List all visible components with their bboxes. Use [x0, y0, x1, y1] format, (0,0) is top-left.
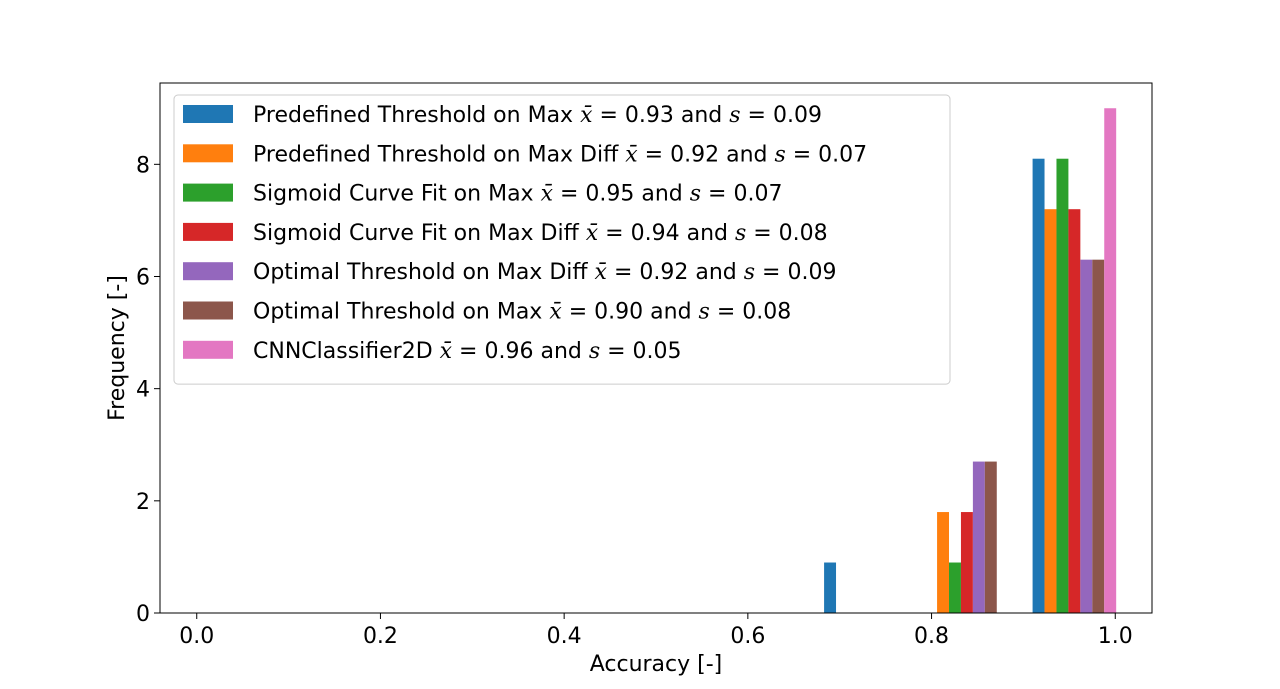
- bar-series-4-2: [1068, 209, 1081, 613]
- x-tick-label: 0.8: [914, 624, 949, 649]
- bar-series-4-1: [960, 512, 973, 613]
- x-axis-ticks: 0.0 0.2 0.4 0.6 0.8 1.0: [179, 613, 1133, 649]
- legend-entry-3: Sigmoid Curve Fit on Max x̄ = 0.95 and s…: [253, 182, 782, 207]
- legend-entry-7: CNNClassifier2D x̄ = 0.96 and s = 0.05: [253, 339, 682, 364]
- bar-series-2-1: [937, 512, 950, 613]
- x-tick-label: 0.0: [179, 624, 214, 649]
- legend-entry-4: Sigmoid Curve Fit on Max Diff x̄ = 0.94 …: [253, 221, 828, 246]
- bar-series-3-1: [949, 562, 961, 613]
- legend-swatch-1: [183, 105, 233, 123]
- bar-series-1-1: [824, 562, 837, 613]
- legend: Predefined Threshold on Max x̄ = 0.93 an…: [173, 94, 951, 385]
- y-axis-ticks: 0 2 4 6 8: [136, 153, 160, 627]
- legend-swatch-7: [183, 340, 233, 359]
- bar-series-5-2: [1080, 259, 1093, 613]
- y-axis-label: Frequency [-]: [105, 275, 130, 421]
- legend-box: [173, 94, 951, 385]
- legend-swatch-4: [183, 222, 233, 241]
- x-tick-label: 0.6: [730, 624, 765, 649]
- legend-swatch-3: [183, 183, 233, 202]
- x-axis-label: Accuracy [-]: [590, 652, 723, 677]
- bar-series-7-1: [1104, 108, 1117, 614]
- y-tick-label: 2: [136, 490, 150, 515]
- x-tick-label: 0.2: [363, 624, 398, 649]
- bar-series-1-2: [1032, 158, 1045, 613]
- legend-swatch-2: [183, 144, 233, 163]
- legend-swatch-5: [183, 262, 233, 281]
- y-tick-label: 6: [136, 265, 150, 290]
- bar-series-6-2: [1092, 259, 1105, 613]
- x-tick-label: 1.0: [1098, 624, 1133, 649]
- legend-swatch-6: [183, 301, 233, 320]
- legend-entry-6: Optimal Threshold on Max x̄ = 0.90 and s…: [253, 300, 791, 325]
- bar-series-6-1: [984, 461, 997, 613]
- legend-entry-2: Predefined Threshold on Max Diff x̄ = 0.…: [253, 142, 867, 167]
- legend-entry-5: Optimal Threshold on Max Diff x̄ = 0.92 …: [253, 260, 836, 285]
- y-tick-label: 4: [136, 378, 150, 403]
- bars-layer: [824, 108, 1117, 614]
- plot-frame: [159, 82, 1153, 614]
- y-tick-label: 8: [136, 153, 150, 178]
- bar-series-2-2: [1044, 209, 1057, 613]
- x-tick-label: 0.4: [547, 624, 582, 649]
- y-tick-label: 0: [136, 602, 150, 627]
- bar-series-5-1: [972, 461, 985, 613]
- legend-entry-1: Predefined Threshold on Max x̄ = 0.93 an…: [253, 103, 822, 128]
- bar-series-3-2: [1056, 158, 1069, 613]
